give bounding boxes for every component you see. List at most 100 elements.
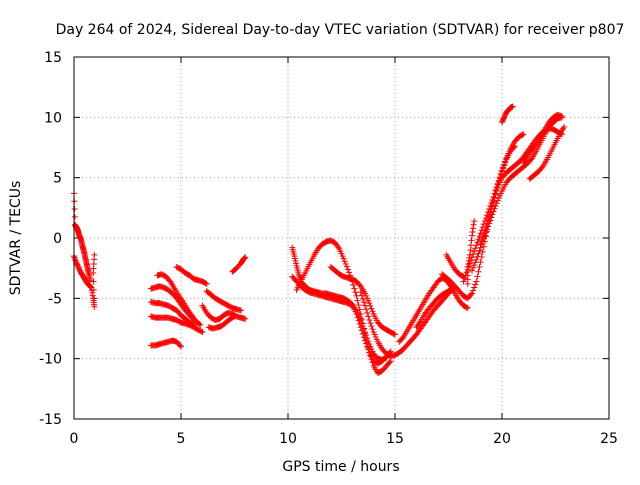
- y-axis-label: SDTVAR / TECUs: [8, 181, 24, 296]
- data-point-marker: [351, 285, 358, 292]
- data-point-marker: [501, 161, 508, 168]
- data-point-marker: [90, 286, 97, 293]
- data-point-marker: [368, 356, 375, 363]
- series-17: [396, 274, 471, 345]
- data-point-marker: [369, 308, 376, 315]
- data-point-marker: [472, 245, 479, 252]
- data-point-marker: [382, 355, 389, 362]
- data-point-marker: [352, 306, 359, 313]
- data-point-marker: [367, 302, 374, 309]
- data-point-marker: [478, 237, 485, 244]
- data-point-marker: [472, 259, 479, 266]
- data-point-marker: [355, 301, 362, 308]
- series-23: [499, 103, 516, 126]
- data-point-marker: [368, 305, 375, 312]
- data-point-marker: [471, 262, 478, 269]
- x-tick-label: 20: [493, 431, 511, 447]
- data-point-marker: [178, 343, 184, 350]
- series-6: [154, 271, 204, 328]
- data-point-marker: [492, 203, 499, 210]
- data-point-marker: [464, 263, 471, 270]
- data-point-marker: [493, 187, 500, 194]
- y-tick-label: 10: [44, 110, 62, 126]
- data-point-marker: [242, 315, 249, 322]
- data-point-marker: [363, 306, 370, 313]
- data-point-marker: [476, 263, 483, 270]
- data-point-marker: [490, 198, 497, 205]
- data-point-marker: [364, 335, 371, 342]
- x-tick-label: 15: [386, 431, 404, 447]
- data-point-marker: [71, 213, 78, 220]
- data-point-marker: [479, 234, 486, 241]
- data-point-marker: [500, 164, 507, 171]
- data-point-marker: [479, 248, 486, 255]
- data-point-marker: [359, 295, 366, 302]
- data-point-marker: [463, 269, 470, 276]
- series-27: [464, 218, 478, 287]
- y-tick-label: 0: [53, 231, 62, 247]
- data-point-marker: [91, 295, 98, 302]
- data-point-marker: [166, 277, 173, 284]
- data-point-marker: [242, 254, 249, 261]
- data-point-marker: [486, 213, 493, 220]
- data-point-marker: [196, 320, 203, 327]
- data-point-marker: [341, 258, 348, 265]
- series-11: [229, 254, 249, 275]
- data-point-marker: [469, 290, 476, 297]
- data-point-marker: [241, 255, 248, 262]
- data-point-marker: [198, 328, 205, 335]
- data-point-marker: [485, 216, 492, 223]
- data-point-marker: [392, 331, 398, 338]
- data-point-marker: [470, 225, 477, 232]
- data-point-marker: [492, 191, 499, 198]
- data-point-marker: [359, 323, 366, 330]
- data-point-marker: [481, 227, 488, 234]
- series-0: [71, 190, 94, 284]
- data-point-marker: [357, 317, 364, 324]
- data-point-marker: [475, 268, 482, 275]
- data-point-marker: [366, 349, 373, 356]
- series-24: [520, 111, 565, 167]
- data-point-marker: [176, 342, 183, 349]
- x-tick-label: 0: [70, 431, 79, 447]
- data-point-marker: [469, 228, 476, 235]
- data-point-marker: [87, 283, 94, 290]
- data-point-marker: [365, 338, 372, 345]
- data-point-marker: [343, 263, 350, 270]
- data-point-marker: [476, 247, 483, 254]
- data-point-marker: [362, 302, 369, 309]
- data-point-marker: [364, 309, 371, 316]
- data-point-marker: [345, 269, 352, 276]
- data-point-marker: [203, 280, 210, 287]
- data-point-marker: [471, 284, 478, 291]
- data-point-marker: [241, 254, 248, 261]
- data-point-marker: [466, 251, 473, 258]
- series-12: [289, 244, 394, 367]
- series-22: [477, 125, 565, 248]
- series-15: [327, 263, 398, 338]
- data-point-marker: [520, 131, 527, 138]
- data-point-marker: [527, 156, 534, 163]
- data-point-marker: [477, 230, 484, 237]
- data-point-marker: [399, 335, 406, 342]
- data-point-marker: [480, 231, 487, 238]
- data-point-marker: [469, 267, 476, 274]
- data-point-marker: [477, 241, 484, 248]
- data-point-marker: [468, 237, 475, 244]
- data-point-marker: [484, 220, 491, 227]
- data-point-marker: [469, 232, 476, 239]
- data-point-marker: [360, 299, 367, 306]
- grid-lines: [74, 57, 609, 419]
- y-tick-label: -15: [39, 412, 62, 428]
- series-10: [205, 313, 238, 332]
- data-point-marker: [487, 209, 494, 216]
- data-point-marker: [476, 233, 483, 240]
- data-point-marker: [473, 242, 480, 249]
- data-point-marker: [237, 307, 244, 314]
- data-point-marker: [90, 278, 97, 285]
- data-point-marker: [538, 165, 545, 172]
- data-point-marker: [467, 247, 474, 254]
- data-point-marker: [561, 123, 568, 130]
- data-point-marker: [471, 248, 478, 255]
